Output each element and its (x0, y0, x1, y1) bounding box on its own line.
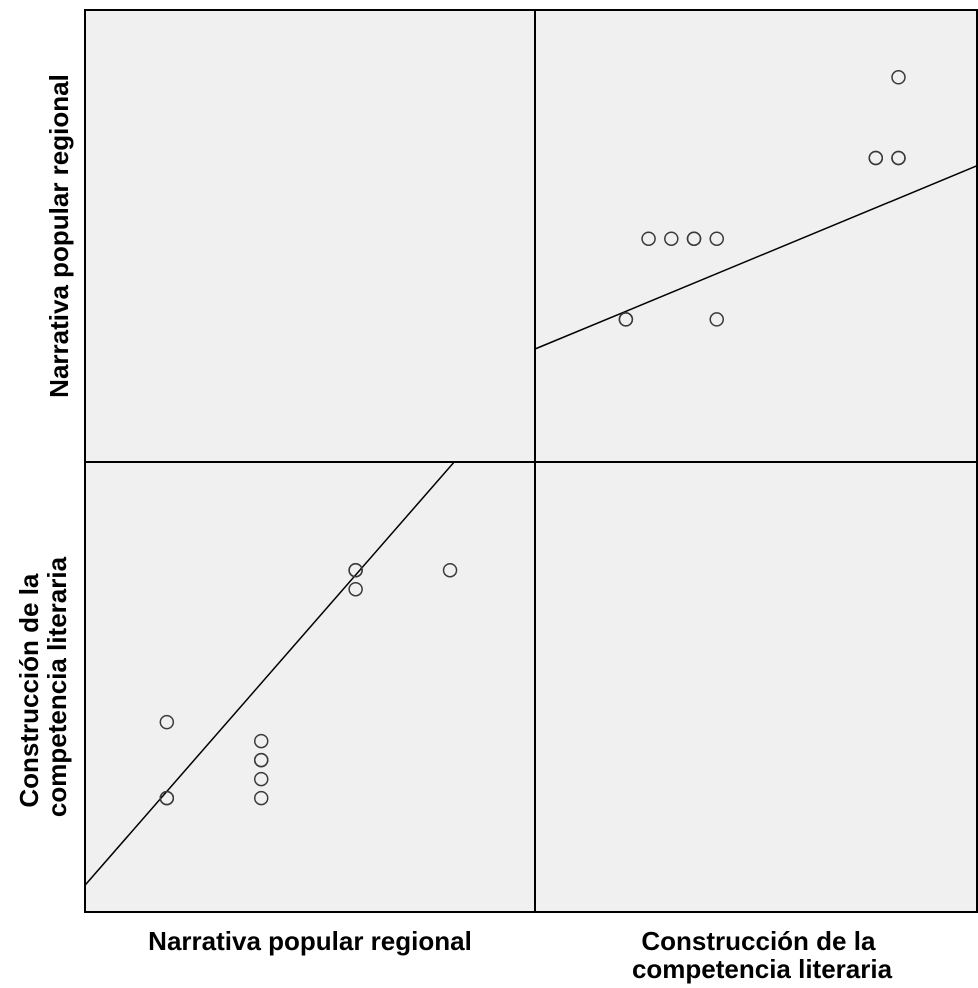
row-label-construccion-line-2: competencia literaria (42, 556, 72, 817)
panel-r1-c1 (535, 462, 978, 912)
data-point-r0-c1-2 (664, 231, 679, 246)
matrix-frame (84, 9, 978, 913)
data-point-r0-c1-5 (686, 231, 702, 246)
data-point-r1-c0-6 (253, 752, 269, 768)
fit-line-r0-c1 (534, 164, 978, 350)
data-point-r0-c1-12 (891, 70, 906, 85)
data-point-r1-c0-1 (159, 714, 175, 730)
chart-marks (84, 70, 978, 886)
column-label-narrativa-line-1: Narrativa popular regional (148, 926, 472, 956)
data-point-r0-c1-6 (618, 312, 634, 327)
panel-r0-c0 (85, 10, 535, 462)
data-point-r0-c1-7 (709, 312, 724, 327)
row-label-construccion: Construcción de la competencia literaria (14, 556, 72, 817)
column-label-construccion: Construcción de la competencia literaria (632, 926, 893, 984)
data-point-r1-c0-7 (253, 733, 269, 749)
data-point-r0-c1-4 (709, 231, 724, 246)
data-point-r1-c0-3 (253, 790, 269, 806)
fit-line-r1-c0 (84, 461, 455, 886)
data-point-r0-c1-11 (891, 150, 906, 166)
column-label-narrativa: Narrativa popular regional (148, 926, 472, 956)
data-point-r1-c0-4 (253, 771, 269, 787)
data-point-r1-c0-10 (348, 562, 363, 578)
row-label-construccion-line-1: Construcción de la (14, 573, 44, 808)
data-point-r1-c0-11 (442, 562, 458, 578)
data-point-r0-c1-10 (868, 150, 884, 166)
data-point-r0-c1-1 (641, 231, 656, 246)
panel-r1-c0 (85, 462, 535, 912)
data-point-r1-c0-8 (348, 581, 363, 597)
column-label-construccion-line-1: Construcción de la (641, 926, 876, 956)
column-label-construccion-line-2: competencia literaria (632, 954, 893, 984)
panel-r0-c1 (535, 10, 978, 462)
row-label-narrativa: Narrativa popular regional (44, 74, 74, 398)
data-point-r1-c0-2 (159, 790, 175, 806)
row-label-narrativa-line-1: Narrativa popular regional (44, 74, 74, 398)
